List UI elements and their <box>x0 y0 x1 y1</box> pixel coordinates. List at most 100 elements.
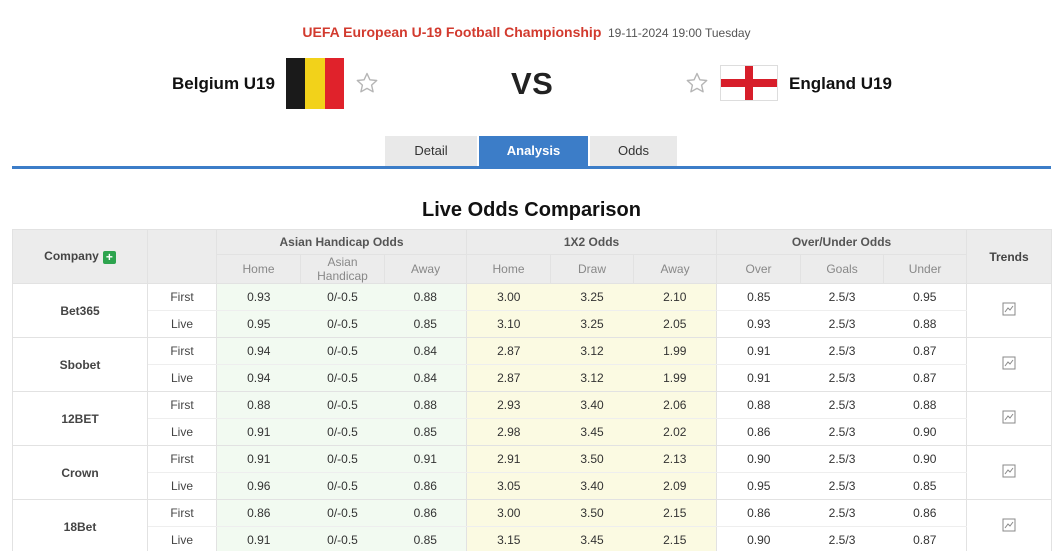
x12-odds-cell[interactable]: 2.87 <box>466 337 551 365</box>
ah-odds-cell[interactable]: 0.85 <box>384 310 468 338</box>
ah-odds-cell[interactable]: 0/-0.5 <box>300 499 385 527</box>
x12-odds-cell[interactable]: 3.25 <box>550 283 634 311</box>
x12-odds-cell[interactable]: 2.13 <box>633 445 718 473</box>
ah-odds-cell[interactable]: 0.86 <box>384 499 468 527</box>
x12-odds-cell[interactable]: 3.12 <box>550 337 634 365</box>
ou-odds-cell[interactable]: 0.87 <box>883 526 968 551</box>
ah-odds-cell[interactable]: 0.96 <box>216 472 301 500</box>
ah-odds-cell[interactable]: 0.85 <box>384 526 468 551</box>
ah-odds-cell[interactable]: 0.86 <box>384 472 468 500</box>
ah-odds-cell[interactable]: 0.84 <box>384 364 468 392</box>
add-company-plus-icon[interactable]: + <box>102 251 116 264</box>
company-name[interactable]: 12BET <box>12 391 148 446</box>
x12-odds-cell[interactable]: 2.98 <box>466 418 551 446</box>
ou-odds-cell[interactable]: 0.95 <box>883 283 968 311</box>
tab-analysis[interactable]: Analysis <box>479 136 588 166</box>
ou-odds-cell[interactable]: 0.90 <box>883 418 968 446</box>
x12-odds-cell[interactable]: 2.93 <box>466 391 551 419</box>
ah-odds-cell[interactable]: 0.88 <box>384 283 468 311</box>
company-name[interactable]: Crown <box>12 445 148 500</box>
ou-odds-cell[interactable]: 0.85 <box>716 283 801 311</box>
tab-detail[interactable]: Detail <box>385 136 477 166</box>
ou-odds-cell[interactable]: 0.88 <box>883 391 968 419</box>
ah-odds-cell[interactable]: 0.95 <box>216 310 301 338</box>
x12-odds-cell[interactable]: 3.50 <box>550 445 634 473</box>
x12-odds-cell[interactable]: 3.40 <box>550 391 634 419</box>
ah-odds-cell[interactable]: 0.91 <box>216 418 301 446</box>
x12-odds-cell[interactable]: 2.10 <box>633 283 718 311</box>
line-chart-icon[interactable] <box>966 391 1053 446</box>
ou-odds-cell[interactable]: 0.93 <box>716 310 801 338</box>
x12-odds-cell[interactable]: 2.91 <box>466 445 551 473</box>
x12-odds-cell[interactable]: 2.09 <box>633 472 718 500</box>
ah-odds-cell[interactable]: 0/-0.5 <box>300 283 385 311</box>
company-name[interactable]: 18Bet <box>12 499 148 551</box>
ah-odds-cell[interactable]: 0.86 <box>216 499 301 527</box>
ah-odds-cell[interactable]: 0.84 <box>384 337 468 365</box>
ou-odds-cell[interactable]: 2.5/3 <box>800 310 884 338</box>
ou-odds-cell[interactable]: 0.86 <box>883 499 968 527</box>
line-chart-icon[interactable] <box>966 283 1053 338</box>
ou-odds-cell[interactable]: 0.85 <box>883 472 968 500</box>
x12-odds-cell[interactable]: 3.45 <box>550 526 634 551</box>
x12-odds-cell[interactable]: 3.50 <box>550 499 634 527</box>
ou-odds-cell[interactable]: 0.87 <box>883 337 968 365</box>
ah-odds-cell[interactable]: 0/-0.5 <box>300 445 385 473</box>
x12-odds-cell[interactable]: 1.99 <box>633 364 718 392</box>
ah-odds-cell[interactable]: 0.94 <box>216 337 301 365</box>
ou-odds-cell[interactable]: 2.5/3 <box>800 472 884 500</box>
ou-odds-cell[interactable]: 0.91 <box>716 364 801 392</box>
ah-odds-cell[interactable]: 0.88 <box>384 391 468 419</box>
x12-odds-cell[interactable]: 2.02 <box>633 418 718 446</box>
x12-odds-cell[interactable]: 3.12 <box>550 364 634 392</box>
x12-odds-cell[interactable]: 2.87 <box>466 364 551 392</box>
ah-odds-cell[interactable]: 0/-0.5 <box>300 364 385 392</box>
home-team-name[interactable]: Belgium U19 <box>172 74 275 93</box>
company-name[interactable]: Bet365 <box>12 283 148 338</box>
tab-odds[interactable]: Odds <box>590 136 677 166</box>
ah-odds-cell[interactable]: 0.93 <box>216 283 301 311</box>
x12-odds-cell[interactable]: 2.05 <box>633 310 718 338</box>
x12-odds-cell[interactable]: 2.15 <box>633 526 718 551</box>
ah-odds-cell[interactable]: 0/-0.5 <box>300 526 385 551</box>
ou-odds-cell[interactable]: 0.88 <box>716 391 801 419</box>
company-name[interactable]: Sbobet <box>12 337 148 392</box>
ah-odds-cell[interactable]: 0/-0.5 <box>300 472 385 500</box>
ou-odds-cell[interactable]: 0.88 <box>883 310 968 338</box>
line-chart-icon[interactable] <box>966 499 1053 551</box>
favorite-home-star-icon[interactable] <box>355 71 379 95</box>
ou-odds-cell[interactable]: 0.90 <box>883 445 968 473</box>
x12-odds-cell[interactable]: 3.25 <box>550 310 634 338</box>
ou-odds-cell[interactable]: 2.5/3 <box>800 418 884 446</box>
ou-odds-cell[interactable]: 2.5/3 <box>800 499 884 527</box>
away-team-name[interactable]: England U19 <box>789 74 892 93</box>
x12-odds-cell[interactable]: 3.00 <box>466 283 551 311</box>
x12-odds-cell[interactable]: 2.06 <box>633 391 718 419</box>
ou-odds-cell[interactable]: 0.90 <box>716 526 801 551</box>
ah-odds-cell[interactable]: 0/-0.5 <box>300 418 385 446</box>
ah-odds-cell[interactable]: 0/-0.5 <box>300 391 385 419</box>
x12-odds-cell[interactable]: 3.10 <box>466 310 551 338</box>
line-chart-icon[interactable] <box>966 445 1053 500</box>
ou-odds-cell[interactable]: 2.5/3 <box>800 337 884 365</box>
x12-odds-cell[interactable]: 3.45 <box>550 418 634 446</box>
ah-odds-cell[interactable]: 0.88 <box>216 391 301 419</box>
x12-odds-cell[interactable]: 3.00 <box>466 499 551 527</box>
ou-odds-cell[interactable]: 2.5/3 <box>800 364 884 392</box>
x12-odds-cell[interactable]: 1.99 <box>633 337 718 365</box>
ah-odds-cell[interactable]: 0.91 <box>384 445 468 473</box>
ou-odds-cell[interactable]: 0.86 <box>716 499 801 527</box>
ah-odds-cell[interactable]: 0.91 <box>216 526 301 551</box>
x12-odds-cell[interactable]: 3.40 <box>550 472 634 500</box>
line-chart-icon[interactable] <box>966 337 1053 392</box>
x12-odds-cell[interactable]: 2.15 <box>633 499 718 527</box>
competition-name[interactable]: UEFA European U-19 Football Championship <box>302 24 602 40</box>
ah-odds-cell[interactable]: 0.85 <box>384 418 468 446</box>
ou-odds-cell[interactable]: 2.5/3 <box>800 445 884 473</box>
ou-odds-cell[interactable]: 2.5/3 <box>800 526 884 551</box>
ah-odds-cell[interactable]: 0.91 <box>216 445 301 473</box>
ah-odds-cell[interactable]: 0/-0.5 <box>300 337 385 365</box>
ou-odds-cell[interactable]: 0.86 <box>716 418 801 446</box>
ou-odds-cell[interactable]: 0.87 <box>883 364 968 392</box>
ah-odds-cell[interactable]: 0.94 <box>216 364 301 392</box>
